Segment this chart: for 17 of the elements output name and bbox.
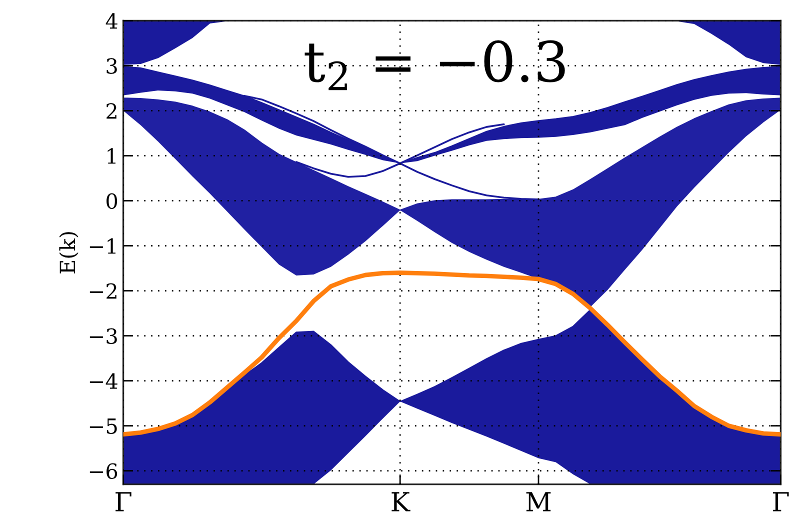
x-tick-label: Γ bbox=[116, 492, 132, 512]
y-tick-label: −2 bbox=[90, 283, 116, 299]
x-tick-label: K bbox=[392, 492, 410, 512]
annotation: t$_{2}$ = −0.3 bbox=[304, 40, 565, 90]
y-tick-label: 0 bbox=[106, 193, 118, 209]
y-tick-label: −6 bbox=[90, 463, 118, 480]
y-tick-label: −5 bbox=[90, 418, 117, 434]
x-tick-label: Γ bbox=[773, 492, 789, 512]
y-axis-title: E(k) bbox=[59, 232, 78, 274]
y-tick-label: 1 bbox=[108, 148, 116, 164]
y-tick-label: −1 bbox=[90, 238, 116, 254]
y-tick-label: 3 bbox=[106, 58, 117, 74]
y-tick-label: 2 bbox=[106, 103, 116, 119]
y-tick-label: −3 bbox=[90, 328, 117, 344]
y-tick-label: −4 bbox=[90, 373, 118, 389]
x-tick-label: M bbox=[526, 492, 551, 512]
y-tick-label: 4 bbox=[106, 13, 118, 29]
